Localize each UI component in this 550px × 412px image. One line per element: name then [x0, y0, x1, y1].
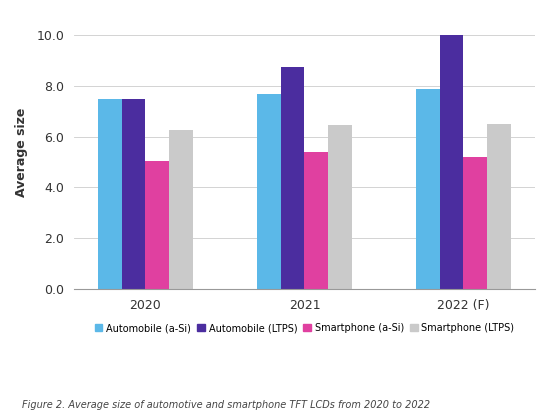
- Bar: [328, 125, 352, 289]
- Bar: [169, 130, 193, 289]
- Bar: [257, 94, 280, 289]
- Bar: [280, 67, 305, 289]
- Text: Figure 2. Average size of automotive and smartphone TFT LCDs from 2020 to 2022: Figure 2. Average size of automotive and…: [22, 400, 430, 410]
- Bar: [122, 99, 146, 289]
- Bar: [416, 89, 439, 289]
- Bar: [464, 157, 487, 289]
- Bar: [305, 152, 328, 289]
- Bar: [146, 161, 169, 289]
- Bar: [439, 35, 464, 289]
- Legend: Automobile (a-Si), Automobile (LTPS), Smartphone (a-Si), Smartphone (LTPS): Automobile (a-Si), Automobile (LTPS), Sm…: [92, 321, 516, 335]
- Y-axis label: Average size: Average size: [15, 107, 28, 197]
- Bar: [487, 124, 511, 289]
- Bar: [98, 99, 122, 289]
